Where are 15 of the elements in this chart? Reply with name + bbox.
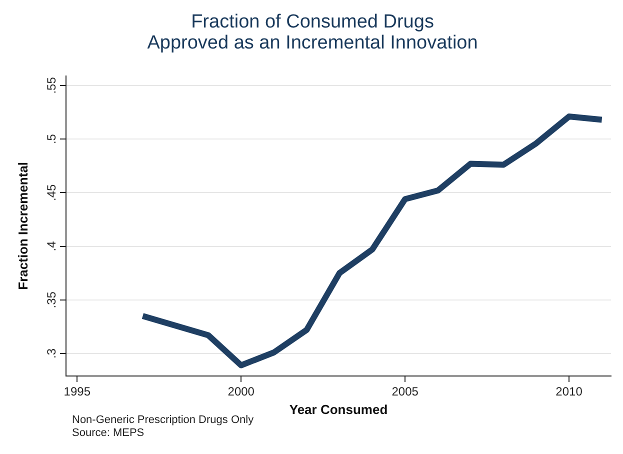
x-tick-label: 2000 [228,384,255,399]
x-tick-label: 2010 [556,384,583,399]
y-tick-label: .3 [44,348,58,358]
text: Non-Generic Prescription Drugs Only [72,414,254,426]
y-tick-label: .4 [44,240,58,252]
source-note: Source: MEPS [72,427,144,439]
x-axis-title: Year Consumed [289,402,388,417]
x-tick-label: 1995 [64,384,91,399]
y-tick-label: .35 [44,291,58,308]
y-axis-title: Fraction Incremental [15,162,30,290]
chart-title: Fraction of Consumed Drugs Approved as an Incremental Innovation [147,12,478,54]
y-tick-label: .5 [44,134,58,144]
y-tick-label: .45 [44,184,58,202]
x-tick-label: 2005 [392,384,419,399]
y-tick-label: .55 [44,76,58,94]
